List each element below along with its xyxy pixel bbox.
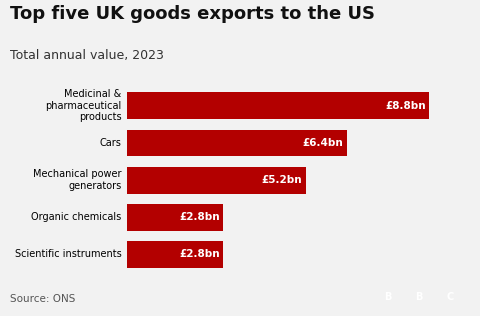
Text: Top five UK goods exports to the US: Top five UK goods exports to the US (10, 5, 374, 23)
Bar (127, 130, 347, 156)
Text: £6.4bn: £6.4bn (303, 138, 343, 148)
Text: C: C (446, 292, 454, 302)
Bar (127, 92, 429, 119)
Text: Total annual value, 2023: Total annual value, 2023 (10, 49, 164, 62)
Text: B: B (415, 292, 422, 302)
Bar (127, 241, 223, 268)
Text: £5.2bn: £5.2bn (262, 175, 302, 185)
Bar (127, 167, 306, 193)
Text: Source: ONS: Source: ONS (10, 294, 75, 304)
Text: £2.8bn: £2.8bn (179, 212, 220, 222)
Text: £2.8bn: £2.8bn (179, 249, 220, 259)
Text: B: B (384, 292, 391, 302)
Text: £8.8bn: £8.8bn (385, 101, 426, 111)
Bar (127, 204, 223, 231)
